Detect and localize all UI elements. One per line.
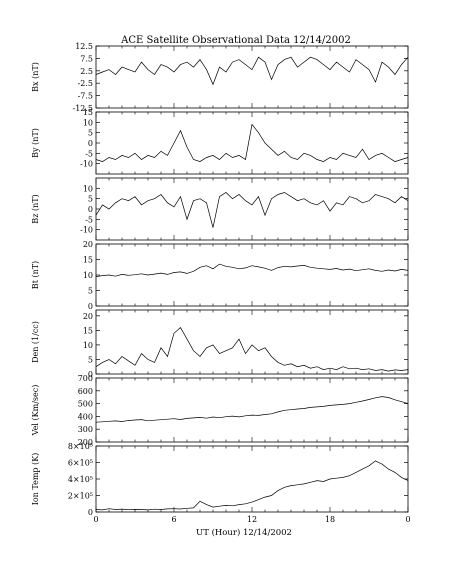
y-tick-label: 0 xyxy=(88,370,93,379)
y-axis-label: Bz (nT) xyxy=(31,194,40,223)
y-tick-label: -2.5 xyxy=(78,79,93,88)
x-tick-label: 18 xyxy=(325,515,335,524)
panel-6: 700 600 500 400 300 200 Vel (Km/sec) xyxy=(31,374,409,447)
panel-frame xyxy=(95,309,409,375)
panel-1: 12.5 7.5 2.5 -2.5 -7.5 -12.5 Bx (nT) xyxy=(31,42,409,113)
y-axis-label: Ion Temp (K) xyxy=(31,453,40,506)
y-tick-label: 7.5 xyxy=(80,54,93,63)
y-tick-label: 10 xyxy=(83,271,93,280)
y-tick-label: -10 xyxy=(80,160,93,169)
y-tick-label: 700 xyxy=(78,374,93,383)
y-tick-label: 2.5 xyxy=(80,67,93,76)
panel-frame xyxy=(95,111,409,175)
y-tick-label: 500 xyxy=(78,400,93,409)
y-tick-label: 5 xyxy=(88,355,93,364)
y-tick-label: 10 xyxy=(83,118,93,127)
panel-7: 8×10⁵ 6×10⁵ 4×10⁵ 2×10⁵ 0 Ion Temp (K) xyxy=(31,442,409,517)
y-tick-label: 2×10⁵ xyxy=(68,492,93,501)
y-tick-label: 4×10⁵ xyxy=(68,475,93,484)
y-axis-label: Den (1/cc) xyxy=(31,321,40,363)
y-tick-label: 8×10⁵ xyxy=(68,442,93,451)
y-tick-label: -12.5 xyxy=(72,104,93,113)
y-tick-label: -5 xyxy=(85,149,93,158)
y-axis-label: Bt (nT) xyxy=(31,261,40,289)
panel-3: 10 50-5 -10 Bz (nT) xyxy=(31,177,409,241)
y-tick-label: 400 xyxy=(78,412,93,421)
x-tick-label: 0 xyxy=(405,515,410,524)
y-tick-label: 20 xyxy=(83,312,93,321)
y-tick-label: 600 xyxy=(78,387,93,396)
x-tick-label: 12 xyxy=(247,515,257,524)
y-tick-label: -5 xyxy=(85,215,93,224)
y-tick-label: 20 xyxy=(83,240,93,249)
panel-frame xyxy=(95,177,409,241)
data-line xyxy=(95,123,409,162)
y-tick-label: 0 xyxy=(88,508,93,517)
data-line xyxy=(95,460,409,511)
panels: 12.57.52.5-2.5-7.5-12.5Bx (nT)151050-5-1… xyxy=(31,42,411,524)
y-tick-label: 6×10⁵ xyxy=(68,459,93,468)
y-tick-label: 12.5 xyxy=(75,42,93,51)
y-tick-label: 5 xyxy=(88,287,93,296)
data-line xyxy=(95,326,409,372)
y-tick-label: 0 xyxy=(88,302,93,311)
y-tick-label: 15 xyxy=(83,326,93,335)
y-tick-label: 15 xyxy=(83,256,93,265)
panel-frame xyxy=(95,377,409,443)
y-axis-label: Vel (Km/sec) xyxy=(31,385,40,437)
y-tick-label: -10 xyxy=(80,226,93,235)
y-tick-label: 10 xyxy=(83,341,93,350)
panel-5: 20 15 10 5 0 Den (1/cc) xyxy=(31,309,409,379)
x-axis-label: UT (Hour) 12/14/2002 xyxy=(196,527,292,538)
data-line xyxy=(95,396,409,423)
data-line xyxy=(95,192,409,228)
panel-frame xyxy=(95,243,409,307)
figure-title: ACE Satellite Observational Data 12/14/2… xyxy=(120,35,351,46)
data-line xyxy=(95,56,409,86)
x-tick-label: 6 xyxy=(171,515,176,524)
y-tick-label: 5 xyxy=(88,195,93,204)
y-tick-label: 5 xyxy=(88,129,93,138)
y-tick-label: 15 xyxy=(83,108,93,117)
data-line xyxy=(95,263,409,277)
y-axis-label: Bx (nT) xyxy=(31,62,40,92)
y-tick-label: 0 xyxy=(88,205,93,214)
panel-frame xyxy=(95,45,409,109)
panel-4: 20 15 10 5 0 Bt (nT) xyxy=(31,240,409,311)
y-tick-label: 0 xyxy=(88,139,93,148)
y-tick-label: 200 xyxy=(78,438,93,447)
y-tick-label: -7.5 xyxy=(78,92,93,101)
y-tick-label: 10 xyxy=(83,184,93,193)
y-axis-label: By (nT) xyxy=(31,128,40,158)
x-tick-label: 0 xyxy=(93,515,98,524)
y-tick-label: 300 xyxy=(78,425,93,434)
